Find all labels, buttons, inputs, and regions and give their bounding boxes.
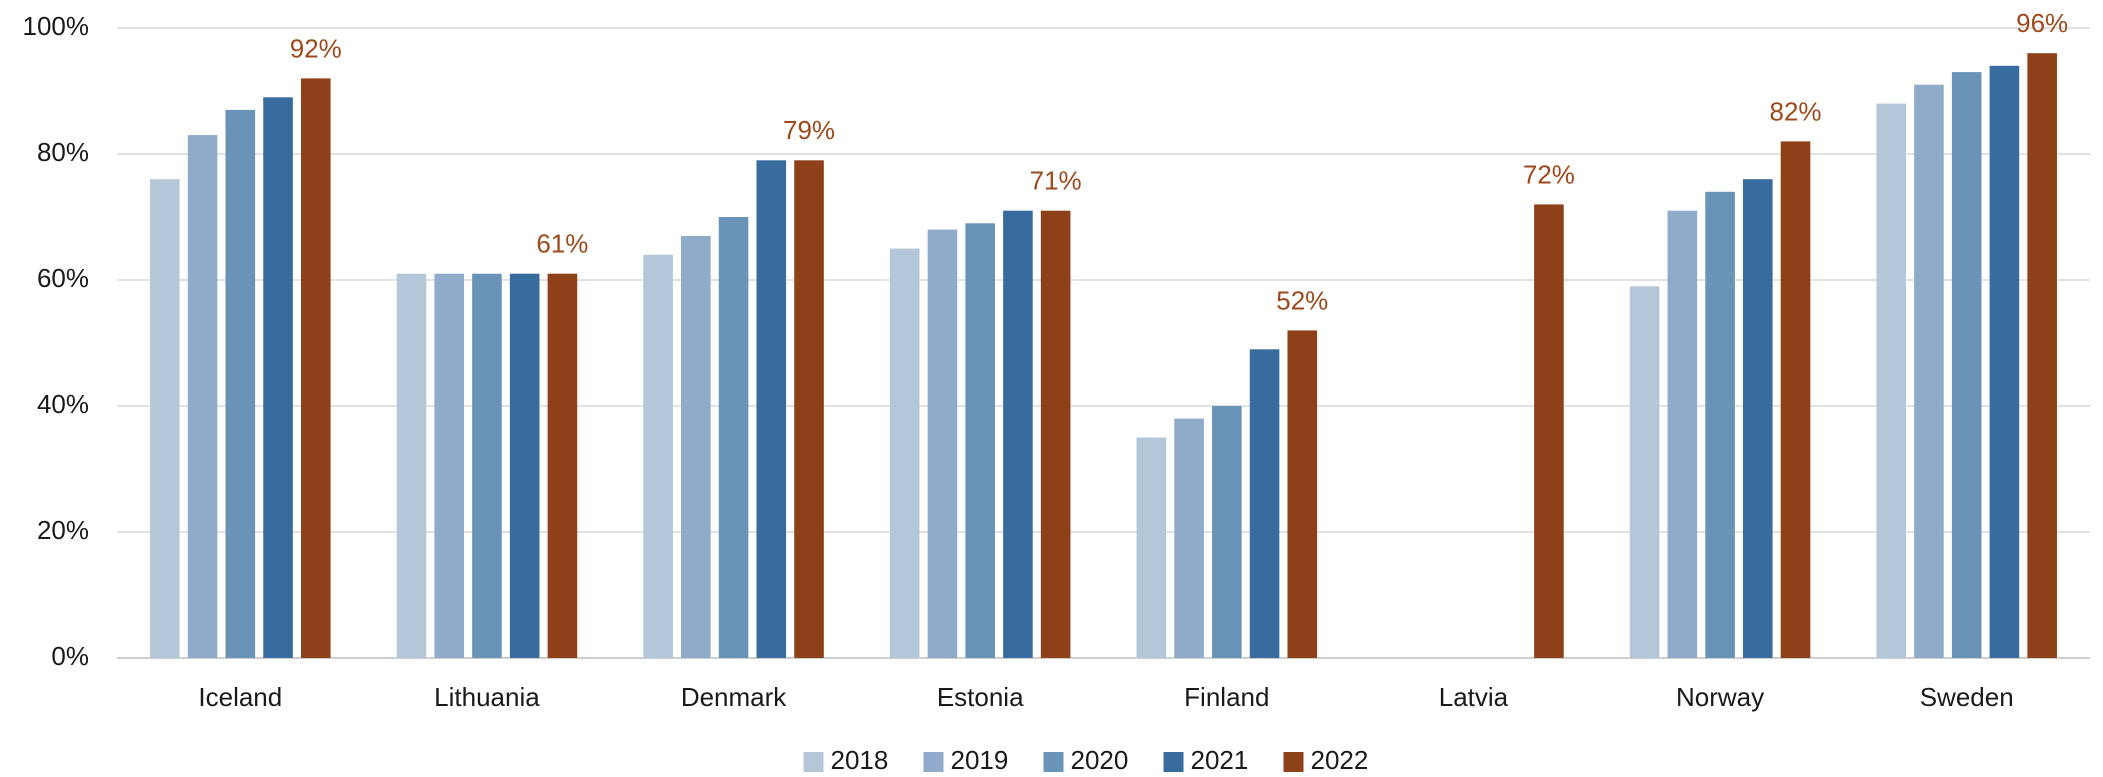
x-tick-label: Denmark xyxy=(681,682,787,712)
bar xyxy=(1951,72,1982,659)
data-label: 52% xyxy=(1276,285,1328,315)
data-label: 61% xyxy=(536,229,588,259)
bar xyxy=(681,235,711,658)
bar xyxy=(794,160,824,659)
y-tick-label: 20% xyxy=(37,515,89,545)
x-tick-label: Latvia xyxy=(1439,682,1509,712)
bar xyxy=(1003,210,1033,658)
bar xyxy=(1914,84,1944,658)
bar xyxy=(1989,65,2020,659)
bar xyxy=(1249,349,1280,658)
bar xyxy=(1136,437,1167,658)
x-tick-label: Finland xyxy=(1184,682,1269,712)
x-tick-label: Estonia xyxy=(937,682,1024,712)
bar xyxy=(1876,103,1907,659)
data-label: 82% xyxy=(1770,96,1822,126)
bar xyxy=(643,254,673,659)
y-tick-label: 40% xyxy=(37,389,89,419)
legend-label: 2020 xyxy=(1071,745,1129,775)
bar xyxy=(263,97,293,659)
bar xyxy=(1780,141,1811,658)
bar xyxy=(756,160,787,659)
bar xyxy=(509,273,540,658)
bar xyxy=(965,223,995,659)
bar xyxy=(1705,191,1735,659)
bar xyxy=(1667,210,1698,658)
y-tick-label: 0% xyxy=(51,641,89,671)
data-label: 71% xyxy=(1030,166,1082,196)
bar xyxy=(187,135,218,659)
x-tick-label: Lithuania xyxy=(434,682,540,712)
legend-label: 2019 xyxy=(951,745,1009,775)
bar xyxy=(1040,210,1071,658)
legend-swatch xyxy=(1163,752,1184,772)
data-label: 72% xyxy=(1523,159,1575,189)
bar xyxy=(225,109,256,658)
bar xyxy=(150,179,180,658)
legend-label: 2022 xyxy=(1311,745,1369,775)
bar xyxy=(1287,330,1318,658)
bar xyxy=(434,273,465,658)
y-tick-label: 100% xyxy=(23,11,90,41)
x-tick-label: Sweden xyxy=(1920,682,2014,712)
bar xyxy=(1212,406,1242,658)
legend-label: 2021 xyxy=(1191,745,1249,775)
bar xyxy=(472,273,502,658)
bar xyxy=(1534,204,1564,658)
data-label: 96% xyxy=(2016,8,2068,38)
data-label: 79% xyxy=(783,115,835,145)
bar xyxy=(889,248,920,658)
bar xyxy=(1629,286,1660,658)
bar xyxy=(1742,179,1773,658)
bar xyxy=(927,229,958,658)
y-tick-label: 60% xyxy=(37,263,89,293)
bar xyxy=(2027,53,2057,658)
x-tick-label: Norway xyxy=(1676,682,1764,712)
legend-swatch xyxy=(1043,752,1064,772)
bar xyxy=(1174,418,1204,658)
bar xyxy=(547,273,578,658)
legend-label: 2018 xyxy=(831,745,889,775)
y-tick-label: 80% xyxy=(37,137,89,167)
data-label: 92% xyxy=(290,33,342,63)
legend-swatch xyxy=(1283,752,1304,772)
legend-swatch xyxy=(803,752,824,772)
x-tick-label: Iceland xyxy=(198,682,282,712)
bar xyxy=(300,78,331,658)
bar xyxy=(718,217,749,658)
legend-swatch xyxy=(923,752,944,772)
bar xyxy=(396,273,427,658)
